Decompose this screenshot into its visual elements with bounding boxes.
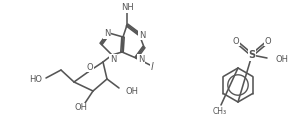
Text: OH: OH: [74, 103, 88, 112]
Text: O: O: [265, 37, 271, 46]
Text: OH: OH: [126, 87, 139, 95]
Text: OH: OH: [275, 54, 288, 63]
Text: HO: HO: [29, 75, 42, 83]
Text: CH₃: CH₃: [213, 107, 227, 115]
Text: NH: NH: [122, 3, 134, 13]
Text: O: O: [87, 62, 93, 71]
Text: N: N: [139, 30, 145, 39]
Text: N: N: [138, 54, 144, 63]
Text: S: S: [248, 50, 255, 60]
Text: l: l: [151, 62, 153, 72]
Text: N: N: [110, 54, 116, 63]
Text: O: O: [233, 37, 239, 46]
Text: N: N: [104, 30, 110, 38]
